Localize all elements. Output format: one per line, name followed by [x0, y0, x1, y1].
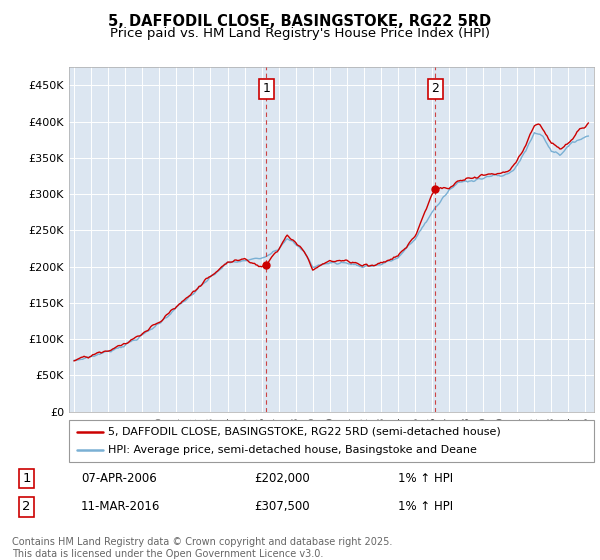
Text: 07-APR-2006: 07-APR-2006	[81, 472, 157, 485]
Text: 2: 2	[431, 82, 439, 95]
Text: 5, DAFFODIL CLOSE, BASINGSTOKE, RG22 5RD: 5, DAFFODIL CLOSE, BASINGSTOKE, RG22 5RD	[109, 14, 491, 29]
Text: 2: 2	[22, 501, 31, 514]
Text: Contains HM Land Registry data © Crown copyright and database right 2025.
This d: Contains HM Land Registry data © Crown c…	[12, 537, 392, 559]
Text: 1: 1	[22, 472, 31, 485]
Text: Price paid vs. HM Land Registry's House Price Index (HPI): Price paid vs. HM Land Registry's House …	[110, 27, 490, 40]
Text: 1: 1	[262, 82, 270, 95]
Text: £307,500: £307,500	[254, 501, 310, 514]
Text: 1% ↑ HPI: 1% ↑ HPI	[398, 472, 453, 485]
Text: 11-MAR-2016: 11-MAR-2016	[81, 501, 160, 514]
Text: HPI: Average price, semi-detached house, Basingstoke and Deane: HPI: Average price, semi-detached house,…	[109, 445, 477, 455]
Text: 5, DAFFODIL CLOSE, BASINGSTOKE, RG22 5RD (semi-detached house): 5, DAFFODIL CLOSE, BASINGSTOKE, RG22 5RD…	[109, 427, 501, 437]
Text: 1% ↑ HPI: 1% ↑ HPI	[398, 501, 453, 514]
FancyBboxPatch shape	[69, 420, 594, 462]
Text: £202,000: £202,000	[254, 472, 310, 485]
